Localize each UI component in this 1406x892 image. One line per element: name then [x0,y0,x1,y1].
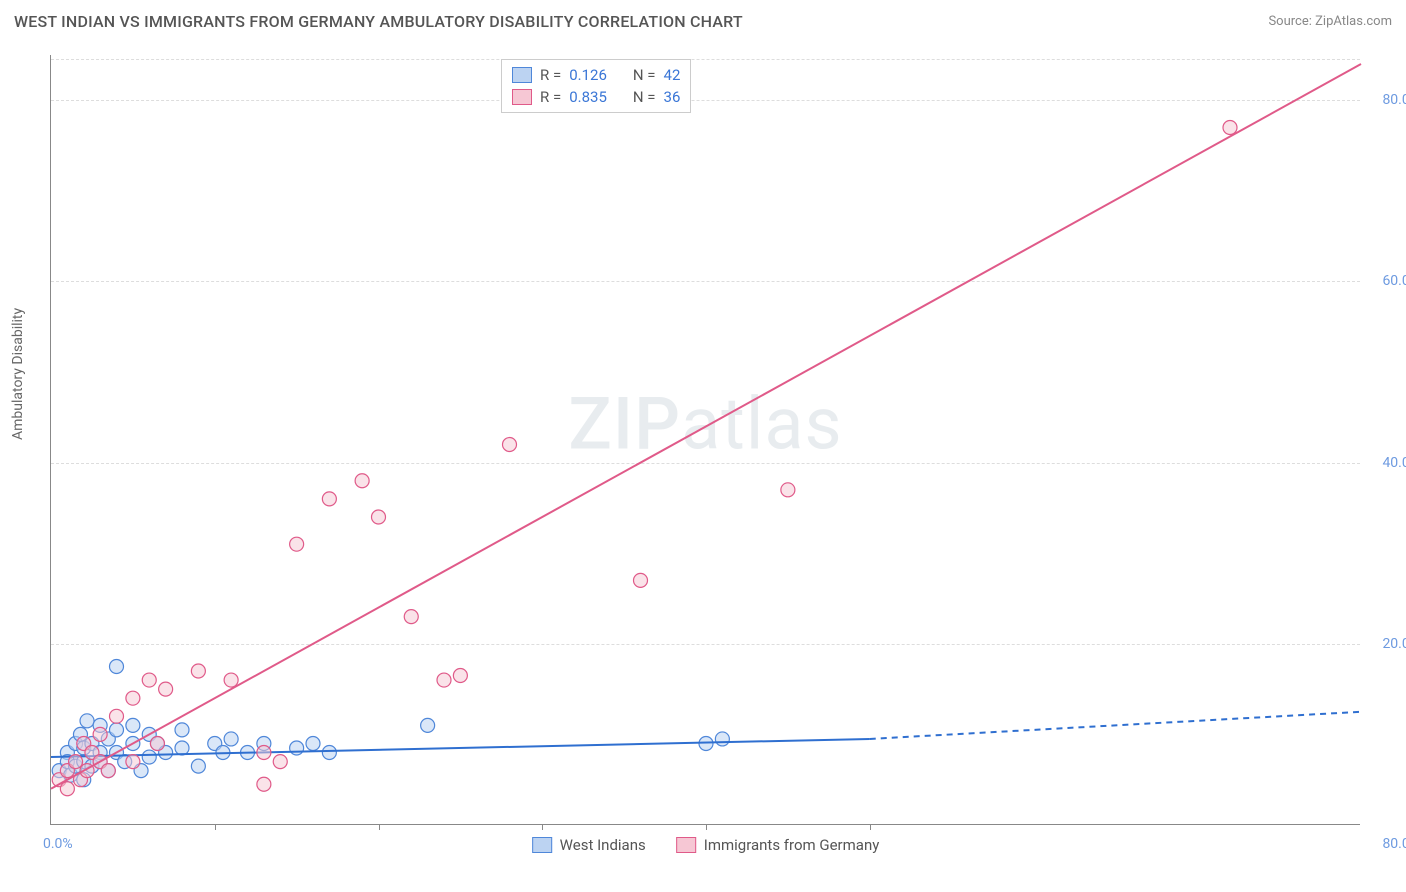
x-tick [870,824,871,830]
y-tick-label: 60.0% [1382,273,1406,289]
data-point [257,777,271,791]
data-point [175,723,189,737]
data-point [781,483,795,497]
data-point [60,782,74,796]
data-point [634,573,648,587]
series-legend: West Indians Immigrants from Germany [532,836,880,854]
data-point [322,492,336,506]
legend-swatch [512,67,532,83]
y-tick-label: 80.0% [1382,92,1406,108]
x-axis-min-label: 0.0% [43,836,73,852]
data-point [191,759,205,773]
data-point [101,764,115,778]
legend-swatch [532,837,552,853]
data-point [322,746,336,760]
series-label: West Indians [560,836,646,854]
x-axis-max-label: 80.0% [1382,836,1406,852]
legend-swatch [676,837,696,853]
data-point [126,691,140,705]
y-tick-label: 40.0% [1382,455,1406,471]
legend-n-value: 36 [664,86,681,108]
x-tick [706,824,707,830]
data-point [503,438,517,452]
data-point [142,750,156,764]
data-point [126,755,140,769]
data-point [126,718,140,732]
stats-legend: R = 0.126 N = 42 R = 0.835 N = 36 [501,59,691,113]
data-point [453,669,467,683]
data-point [191,664,205,678]
chart-header: WEST INDIAN VS IMMIGRANTS FROM GERMANY A… [0,0,1406,42]
data-point [404,610,418,624]
chart-source: Source: ZipAtlas.com [1268,14,1392,29]
data-point [224,732,238,746]
legend-r-label: R = [540,64,561,86]
data-point [355,474,369,488]
data-point [93,727,107,741]
data-point [257,746,271,760]
legend-r-value: 0.126 [569,64,607,86]
regression-line [51,64,1361,789]
data-point [1223,120,1237,134]
series-legend-item: West Indians [532,836,646,854]
data-point [437,673,451,687]
regression-line-dashed [870,712,1361,739]
chart-plot-area: ZIPatlas R =0.126N =42R =0.835N =36 0.0%… [50,55,1360,825]
data-point [372,510,386,524]
data-point [175,741,189,755]
legend-row: R = 0.835 N = 36 [512,86,680,108]
data-point [421,718,435,732]
source-label: Source: [1268,14,1311,29]
data-point [715,732,729,746]
data-point [110,659,124,673]
regression-line [51,739,870,757]
data-point [80,714,94,728]
y-tick-label: 20.0% [1382,636,1406,652]
legend-n-label: N = [633,86,656,108]
data-point [224,673,238,687]
y-axis-label: Ambulatory Disability [10,308,26,440]
data-point [150,736,164,750]
legend-n-value: 42 [664,64,681,86]
legend-row: R = 0.126 N = 42 [512,64,680,86]
data-point [110,709,124,723]
series-legend-item: Immigrants from Germany [676,836,880,854]
data-point [69,755,83,769]
x-tick [379,824,380,830]
legend-swatch [512,89,532,105]
data-point [273,755,287,769]
x-tick [542,824,543,830]
legend-r-label: R = [540,86,561,108]
series-label: Immigrants from Germany [704,836,880,854]
data-point [290,537,304,551]
scatter-svg [51,55,1360,824]
legend-r-value: 0.835 [569,86,607,108]
source-link[interactable]: ZipAtlas.com [1315,14,1392,29]
data-point [159,682,173,696]
data-point [306,736,320,750]
chart-title: WEST INDIAN VS IMMIGRANTS FROM GERMANY A… [14,12,743,31]
legend-n-label: N = [633,64,656,86]
x-tick [215,824,216,830]
data-point [290,741,304,755]
data-point [110,723,124,737]
data-point [142,673,156,687]
